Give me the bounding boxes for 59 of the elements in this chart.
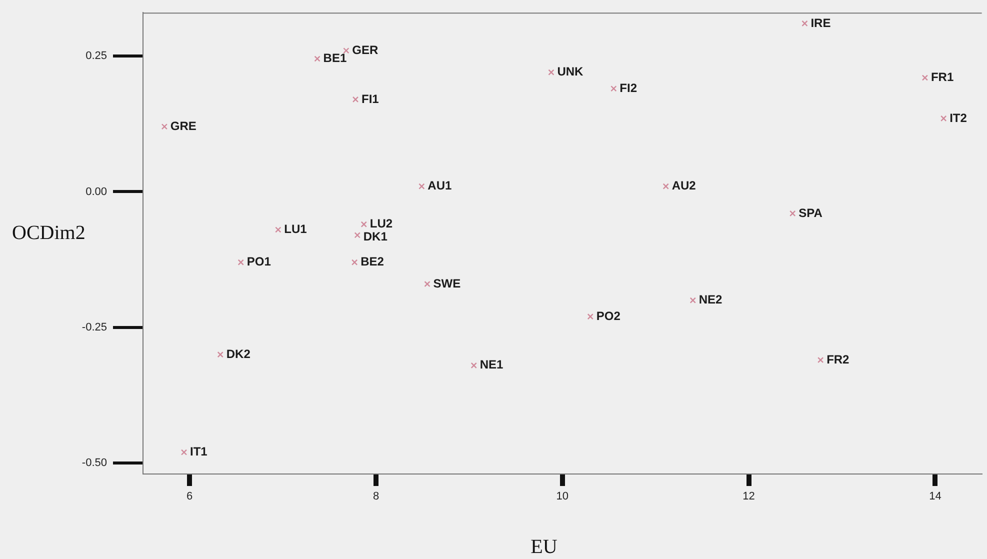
point	[470, 362, 477, 369]
annotation: AU2	[672, 178, 696, 193]
annotation: NE2	[698, 292, 723, 307]
annotation: LU2	[370, 216, 393, 231]
annotation: SPA	[798, 206, 823, 220]
annotation: BE2	[360, 254, 384, 269]
point	[180, 449, 188, 456]
annotation: PO2	[596, 308, 621, 323]
annotation: BE1	[323, 51, 347, 66]
annotation: SWE	[433, 276, 461, 290]
point	[275, 226, 282, 233]
annotation: DK2	[226, 346, 251, 361]
annotation: PO1	[246, 254, 272, 269]
annotation: IRE	[810, 16, 831, 30]
point	[314, 56, 320, 62]
point	[610, 86, 617, 92]
x-tick-label: 6	[186, 490, 193, 503]
annotation: FR1	[930, 70, 954, 84]
point	[352, 96, 359, 103]
point	[940, 115, 947, 122]
x-axis-title: EU	[530, 536, 558, 559]
x-tick-label: 8	[372, 490, 380, 503]
point	[354, 232, 360, 238]
point	[161, 124, 168, 130]
annotation: UNK	[557, 64, 584, 79]
point	[790, 210, 796, 217]
y-tick-label: 0.00	[86, 186, 107, 198]
annotation: FI1	[361, 92, 380, 106]
point	[817, 356, 824, 364]
point	[351, 259, 358, 266]
point	[418, 183, 425, 190]
x-tick-label: 12	[742, 490, 755, 503]
x-tick-label: 10	[556, 490, 569, 503]
annotation: FR2	[826, 352, 850, 366]
point	[662, 183, 669, 190]
annotation: GER	[352, 42, 379, 57]
annotation: FI2	[620, 80, 638, 95]
y-tick-label: -0.25	[82, 321, 107, 334]
point	[424, 280, 430, 288]
annotation: IT1	[190, 444, 208, 459]
point	[922, 74, 928, 81]
point	[690, 297, 696, 304]
y-tick-label: 0.25	[86, 50, 107, 62]
annotation: AU1	[428, 178, 452, 193]
annotation: LU1	[284, 222, 308, 236]
point	[360, 221, 367, 228]
point	[587, 314, 594, 320]
annotation: GRE	[170, 118, 196, 133]
point	[343, 48, 350, 54]
y-tick-label: -0.50	[82, 457, 107, 470]
y-axis-title: OCDim2	[12, 222, 86, 245]
point	[238, 259, 244, 266]
annotation: DK1	[363, 230, 388, 244]
annotation: IT2	[950, 110, 968, 125]
point	[217, 352, 224, 358]
point	[548, 69, 554, 76]
annotation: NE1	[480, 358, 504, 372]
x-tick-label: 14	[929, 490, 942, 503]
point	[802, 20, 808, 27]
